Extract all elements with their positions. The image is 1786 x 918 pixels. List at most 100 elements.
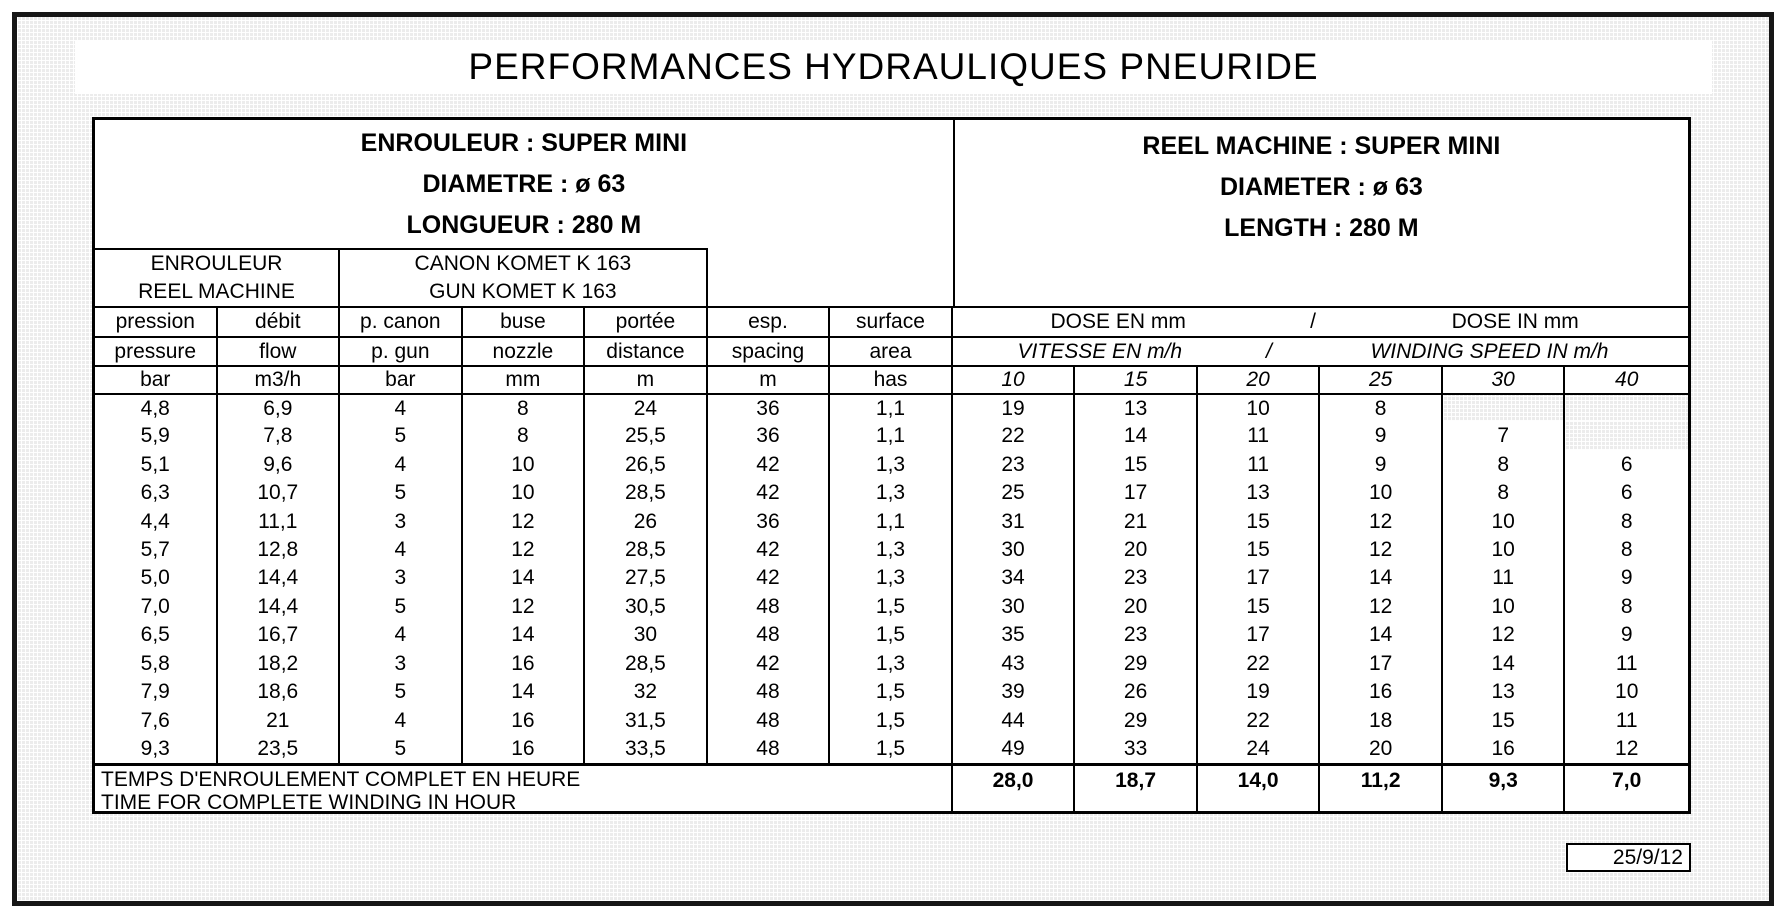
table-cell: 20 — [1320, 734, 1443, 763]
table-cell: 6,5 — [95, 620, 218, 650]
table-cell: 42 — [708, 535, 831, 564]
table-cell: 11 — [1198, 421, 1321, 450]
table-cell: 14,4 — [218, 592, 341, 621]
table-cell: 5 — [340, 734, 463, 763]
table-cell: 8 — [462, 393, 586, 422]
table-cell: 5 — [340, 478, 463, 507]
table-cell: 19 — [1198, 677, 1321, 707]
table-cell: 3 — [340, 563, 463, 593]
table-cell: 4 — [340, 449, 463, 479]
table-cell: 4 — [340, 393, 463, 422]
table-cell: 42 — [708, 449, 831, 479]
table-cell — [1565, 393, 1688, 422]
machine-diameter-fr: DIAMETRE : ø 63 — [422, 169, 626, 198]
table-cell — [1442, 393, 1566, 422]
table-cell: 6 — [1620, 481, 1633, 505]
speed-header-row: VITESSE EN m/h / WINDING SPEED IN m/h — [952, 336, 1688, 365]
table-cell: 22 — [1198, 706, 1321, 735]
gun-label-fr: CANON KOMET K 163 — [414, 252, 632, 275]
table-cell: 16 — [463, 649, 586, 678]
table-cell: 14 — [463, 677, 586, 707]
table-cell: 10 — [1443, 592, 1566, 621]
table-cell: 35 — [953, 620, 1076, 650]
date-value: 25/9/12 — [1612, 845, 1683, 869]
table-cell: 25,5 — [585, 421, 708, 450]
speed-value-header: 30 — [1442, 365, 1566, 393]
table-cell: 16,7 — [218, 620, 341, 650]
machine-diameter-en: DIAMETER : ø 63 — [1219, 173, 1423, 201]
table-cell: 5,9 — [95, 421, 218, 450]
table-cell: 26,5 — [585, 449, 708, 479]
table-cell: 5,0 — [95, 563, 218, 593]
table-cell: 16 — [1443, 734, 1566, 763]
dose-header-row: DOSE EN mm / DOSE IN mm — [952, 306, 1688, 336]
table-cell: 5,7 — [95, 535, 218, 564]
table-cell: 1,5 — [830, 706, 953, 735]
table-cell: 7,6 — [95, 706, 218, 735]
col-header-fr: buse — [462, 306, 586, 336]
machine-length-fr: LONGUEUR : 280 M — [406, 210, 642, 239]
table-cell: 20 — [1075, 535, 1198, 564]
footer-value: 9,3 — [1442, 762, 1566, 811]
col-header-en: flow — [217, 336, 341, 365]
col-header-fr: pression — [95, 306, 218, 336]
table-cell: 26 — [585, 506, 708, 536]
table-cell: 1,5 — [830, 677, 953, 707]
table-cell: 29 — [1075, 706, 1198, 735]
table-cell: 4,4 — [95, 506, 218, 536]
table-cell: 33,5 — [585, 734, 708, 763]
table-cell: 42 — [708, 649, 831, 678]
table-cell: 1,1 — [830, 393, 953, 422]
table-cell: 28,5 — [585, 478, 708, 507]
table-cell: 14 — [1443, 649, 1566, 678]
table-cell: 5,1 — [95, 449, 218, 479]
table-cell: 9,6 — [218, 449, 341, 479]
table-cell: 30,5 — [585, 592, 708, 621]
col-header-fr: esp. — [707, 306, 831, 336]
table-cell: 5 — [340, 592, 463, 621]
table-cell: 23 — [1075, 563, 1198, 593]
table-cell: 8 — [1620, 594, 1633, 618]
table-cell: 12 — [463, 592, 586, 621]
table-cell: 10 — [1197, 393, 1321, 422]
table-cell: 34 — [953, 563, 1076, 593]
table-cell: 23 — [953, 449, 1076, 479]
machine-length-en: LENGTH : 280 M — [1224, 214, 1419, 242]
table-cell: 15 — [1198, 592, 1321, 621]
table-cell: 30 — [585, 620, 708, 650]
table-cell: 48 — [708, 677, 831, 707]
table-cell: 13 — [1198, 478, 1321, 507]
table-cell: 28,5 — [585, 535, 708, 564]
table-cell: 8 — [1320, 393, 1443, 422]
machine-name-en: REEL MACHINE : SUPER MINI — [1142, 132, 1501, 160]
table-cell: 14,4 — [218, 563, 341, 593]
speed-value-header: 10 — [952, 365, 1076, 393]
table-cell: 5 — [340, 421, 463, 450]
performance-table: ENROULEUR : SUPER MINI DIAMETRE : ø 63 L… — [92, 117, 1691, 814]
table-cell: 9 — [1620, 566, 1633, 590]
table-cell: 7,9 — [95, 677, 218, 707]
page-title: PERFORMANCES HYDRAULIQUES PNEURIDE — [468, 46, 1319, 87]
table-cell: 33 — [1075, 734, 1198, 763]
table-cell: 15 — [1198, 506, 1321, 536]
table-cell: 43 — [953, 649, 1076, 678]
table-cell: 31 — [953, 506, 1076, 536]
col-header-en: distance — [585, 336, 708, 365]
table-cell: 48 — [708, 620, 831, 650]
footer-value: 28,0 — [952, 762, 1076, 811]
table-cell: 28,5 — [585, 649, 708, 678]
table-cell: 12 — [1615, 737, 1639, 761]
table-cell: 13 — [1075, 393, 1198, 422]
table-cell: 10 — [1443, 506, 1566, 536]
table-cell: 36 — [708, 506, 831, 536]
table-cell: 4 — [340, 706, 463, 735]
table-cell: 17 — [1198, 563, 1321, 593]
table-cell: 6 — [1620, 452, 1633, 476]
col-header-fr: débit — [217, 306, 341, 336]
speed-value-header: 25 — [1320, 365, 1443, 393]
table-cell: 25 — [953, 478, 1076, 507]
col-header-en: p. gun — [340, 336, 463, 365]
table-cell: 1,1 — [830, 421, 953, 450]
table-cell: 12 — [463, 535, 586, 564]
table-cell: 22 — [953, 421, 1076, 450]
